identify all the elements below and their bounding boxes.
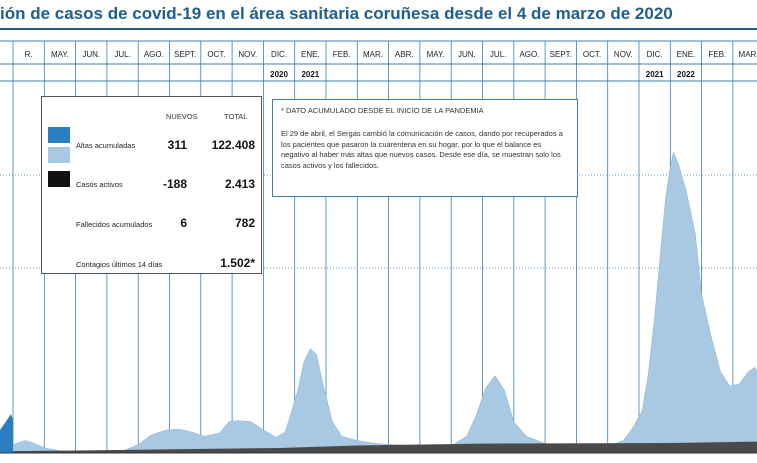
- month-label: FEB.: [333, 50, 351, 59]
- month-label: JUN.: [458, 50, 476, 59]
- legend-fallecidos-label: Fallecidos acumulados: [76, 220, 153, 229]
- month-label: R.: [25, 50, 33, 59]
- month-label: AGO.: [144, 50, 164, 59]
- month-label: OCT.: [207, 50, 225, 59]
- legend-fallecidos-total: 782: [234, 216, 255, 230]
- month-label: SEPT.: [174, 50, 196, 59]
- series-areas: [0, 151, 757, 454]
- legend-activos-nuevos: -188: [162, 177, 187, 191]
- month-label: MAR.: [363, 50, 383, 59]
- legend-box: NUEVOS TOTAL Altas acumuladas 311 122.40…: [41, 96, 262, 274]
- month-label: MAY.: [427, 50, 445, 59]
- title-rule: [0, 28, 757, 30]
- series-fallecidos: [13, 441, 757, 453]
- legend-contagios-label: Contagios últimos 14 días: [76, 260, 163, 269]
- note-text: El 29 de abril, el Sergas cambió la comu…: [281, 129, 563, 170]
- month-label: OCT.: [583, 50, 601, 59]
- month-label: AGO.: [519, 50, 539, 59]
- month-label: NOV.: [238, 50, 257, 59]
- legend-fallecidos-nuevos: 6: [180, 216, 187, 230]
- legend-altas-label: Altas acumuladas: [76, 141, 136, 150]
- month-label: MAY.: [51, 50, 69, 59]
- month-label: ENE.: [677, 50, 696, 59]
- year-label: 2021: [646, 70, 664, 79]
- month-label: JUL.: [114, 50, 130, 59]
- legend-col-nuevos: NUEVOS: [166, 112, 198, 121]
- month-label: ENE.: [301, 50, 320, 59]
- year-label: 2022: [677, 70, 695, 79]
- month-axis: R. MAY. JUN. JUL. AGO. SEPT. OCT. NOV. DIC. ENE. F…: [0, 40, 757, 454]
- month-label: DIC.: [271, 50, 287, 59]
- month-label: FEB.: [708, 50, 726, 59]
- altas-dark-swatch: [48, 127, 70, 143]
- month-label: SEPT.: [550, 50, 572, 59]
- legend-contagios-total: 1.502*: [220, 256, 255, 270]
- legend-col-total: TOTAL: [224, 112, 248, 121]
- altas-swatch: [48, 147, 70, 163]
- year-label: 2021: [301, 70, 319, 79]
- month-label: NOV.: [614, 50, 633, 59]
- activos-swatch: [48, 171, 70, 187]
- month-label: JUL.: [490, 50, 506, 59]
- month-label: ABR.: [395, 50, 414, 59]
- note-box: * DATO ACUMULADO DESDE EL INICIO DE LA P…: [272, 99, 578, 197]
- legend-activos-label: Casos activos: [76, 180, 123, 189]
- series-altas-early: [0, 414, 13, 453]
- month-label: DIC.: [647, 50, 663, 59]
- legend-activos-total: 2.413: [224, 177, 255, 191]
- year-label: 2020: [270, 70, 288, 79]
- note-heading: * DATO ACUMULADO DESDE EL INICIO DE LA P…: [281, 106, 484, 115]
- month-label: JUN.: [82, 50, 100, 59]
- chart-title: ión de casos de covid-19 en el área sani…: [0, 4, 673, 23]
- month-label: MAR.: [739, 50, 757, 59]
- legend-altas-total: 122.408: [211, 138, 255, 152]
- legend-altas-nuevos: 311: [167, 138, 187, 152]
